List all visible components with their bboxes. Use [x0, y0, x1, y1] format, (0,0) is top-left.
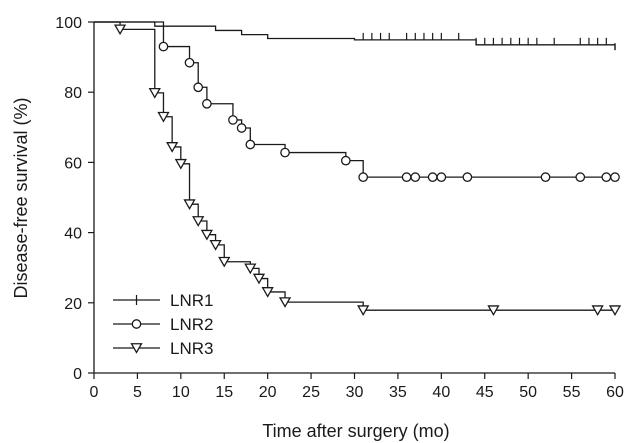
plot-area — [94, 22, 620, 315]
x-tick-label: 20 — [259, 384, 277, 401]
series-lnr2-circle-marker — [602, 173, 610, 181]
y-axis-title: Disease-free survival (%) — [11, 97, 31, 298]
series-lnr3-line — [94, 22, 615, 310]
y-tick-label: 80 — [64, 85, 82, 102]
series-lnr2-circle-marker — [246, 140, 254, 148]
x-tick-label: 40 — [432, 384, 450, 401]
legend-label: LNR3 — [170, 339, 213, 358]
series-lnr2-circle-marker — [576, 173, 584, 181]
x-tick-label: 5 — [133, 384, 142, 401]
series-lnr2-circle-marker — [611, 173, 619, 181]
x-tick-label: 60 — [606, 384, 624, 401]
series-lnr2-circle-marker — [194, 83, 202, 91]
series-lnr2-circle-marker — [402, 173, 410, 181]
series-lnr2-circle-marker — [342, 156, 350, 164]
legend: LNR1 LNR2 LNR3 — [113, 291, 213, 358]
x-tick-label: 50 — [519, 384, 537, 401]
x-tick-label: 30 — [346, 384, 364, 401]
x-tick-label: 45 — [476, 384, 494, 401]
series-lnr2-circle-marker — [428, 173, 436, 181]
legend-item-lnr3: LNR3 — [113, 339, 213, 358]
series-lnr2-circle-marker — [229, 116, 237, 124]
series-lnr2-circle-marker — [281, 148, 289, 156]
x-axis-title: Time after surgery (mo) — [262, 421, 449, 441]
series-lnr2-circle-marker — [359, 173, 367, 181]
x-tick-label: 55 — [563, 384, 581, 401]
series-lnr2 — [94, 22, 619, 181]
series-lnr2-circle-marker — [185, 59, 193, 67]
legend-label: LNR2 — [170, 315, 213, 334]
y-tick-label: 100 — [55, 15, 82, 32]
legend-item-lnr2: LNR2 — [113, 315, 213, 334]
series-lnr2-circle-marker — [463, 173, 471, 181]
x-tick-label: 10 — [172, 384, 190, 401]
legend-label: LNR1 — [170, 291, 213, 310]
y-tick-label: 0 — [73, 366, 82, 383]
x-tick-label: 15 — [215, 384, 233, 401]
x-tick-label: 25 — [302, 384, 320, 401]
series-lnr2-circle-marker — [437, 173, 445, 181]
y-tick-label: 20 — [64, 296, 82, 313]
series-lnr1 — [94, 22, 615, 50]
series-lnr2-circle-marker — [541, 173, 549, 181]
x-tick-label: 0 — [90, 384, 99, 401]
series-lnr2-circle-marker — [237, 124, 245, 132]
series-lnr2-circle-marker — [159, 42, 167, 50]
series-lnr2-circle-marker — [411, 173, 419, 181]
legend-item-lnr1: LNR1 — [113, 291, 213, 310]
y-tick-label: 40 — [64, 226, 82, 243]
x-tick-label: 35 — [389, 384, 407, 401]
series-lnr3 — [94, 22, 620, 315]
legend-circle-marker — [132, 320, 140, 328]
series-lnr2-circle-marker — [203, 100, 211, 108]
y-tick-label: 60 — [64, 155, 82, 172]
series-lnr1-line — [94, 22, 615, 50]
